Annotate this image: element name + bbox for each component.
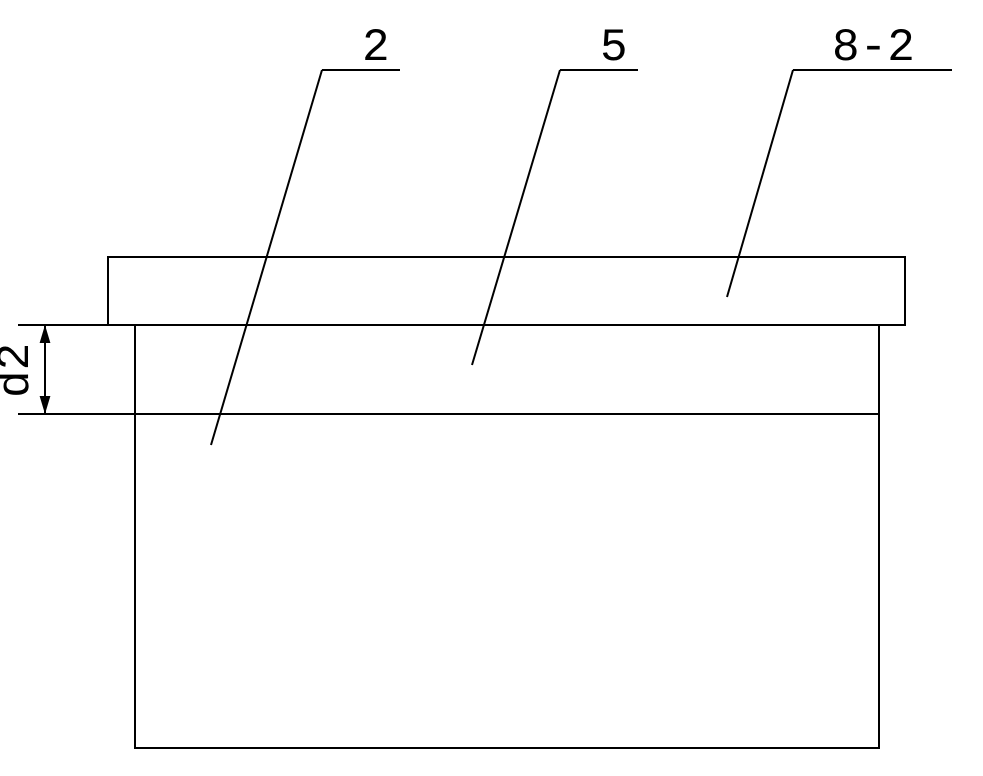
callout-1-leader (472, 70, 560, 365)
cap-rect (108, 257, 905, 325)
callout-2-leader (727, 70, 793, 297)
callout-2-label: 8-2 (832, 22, 915, 74)
dim-label: d2 (0, 343, 42, 398)
callout-1-label: 5 (600, 22, 628, 74)
dim-arrow-top (40, 325, 51, 343)
technical-diagram: d2 2 5 8-2 (0, 0, 983, 776)
body-rect (135, 325, 879, 748)
callout-0-label: 2 (362, 22, 390, 74)
